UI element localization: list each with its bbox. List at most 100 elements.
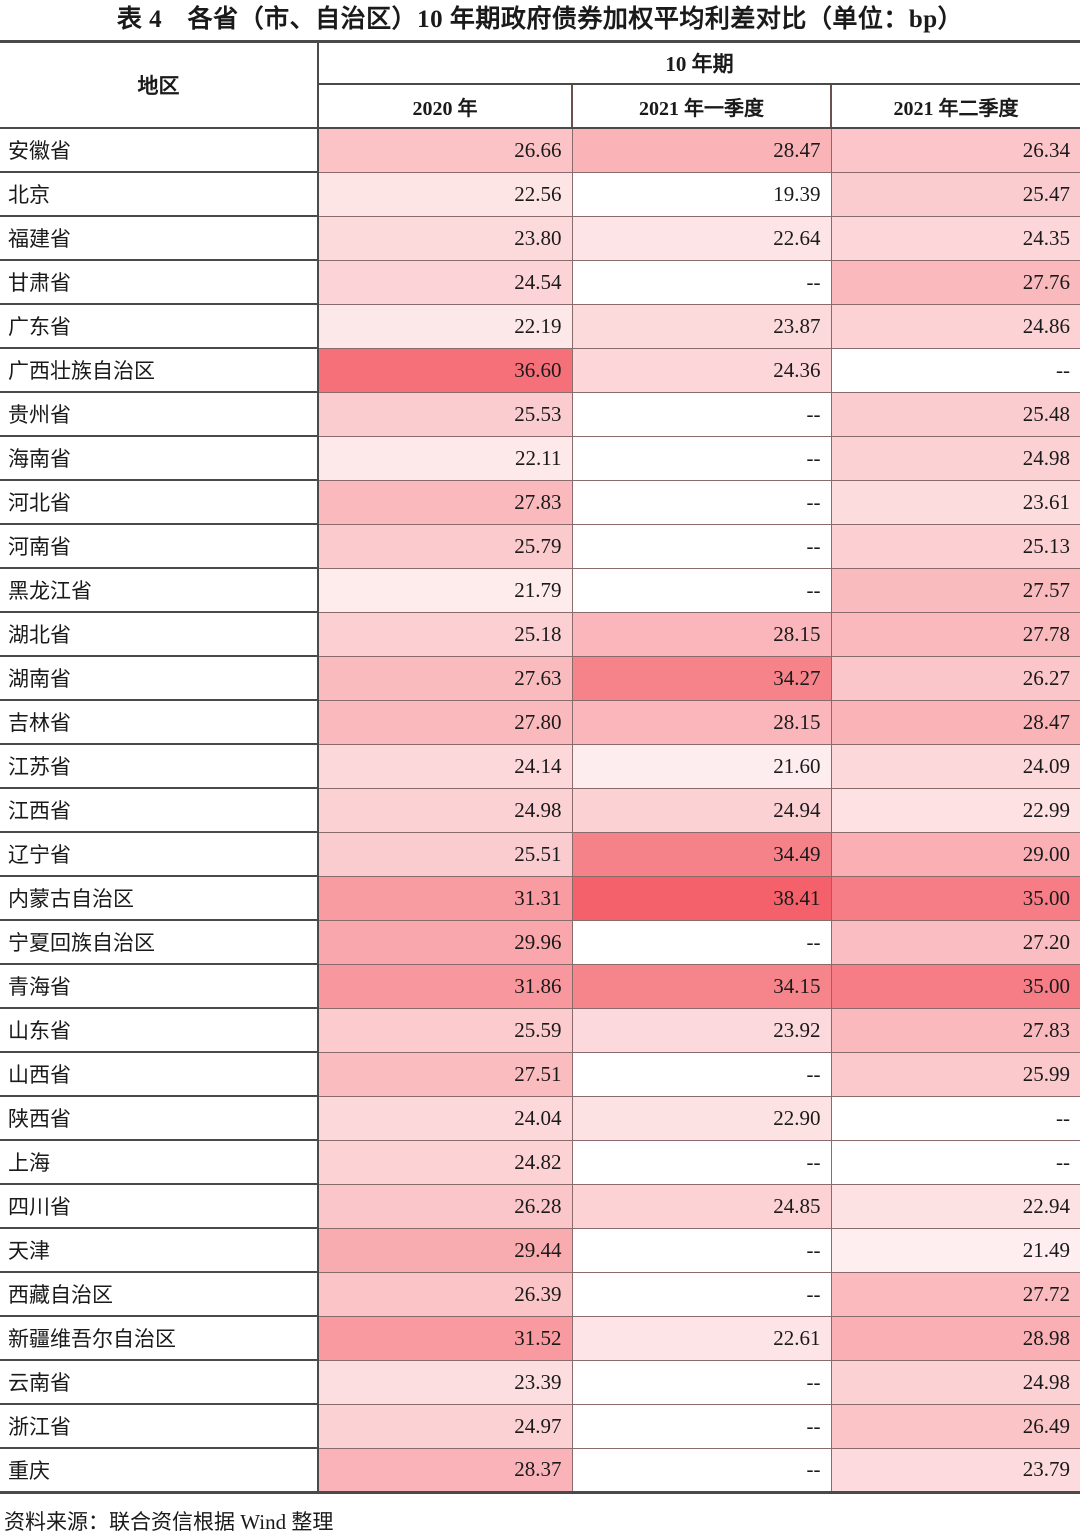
value-cell: 26.39 <box>318 1272 572 1317</box>
value-cell: 28.98 <box>830 1316 1080 1361</box>
value-cell: 29.00 <box>830 832 1080 877</box>
table-row: 海南省 22.11 -- 24.98 <box>0 436 1080 481</box>
table-row: 云南省 23.39 -- 24.98 <box>0 1360 1080 1405</box>
value-cell: 26.49 <box>830 1404 1080 1449</box>
value-cell: 27.72 <box>830 1272 1080 1317</box>
region-name-cell: 江西省 <box>0 788 319 833</box>
table-row: 辽宁省 25.51 34.49 29.00 <box>0 832 1080 877</box>
value-cell: 27.78 <box>830 612 1080 657</box>
column-header-group-10y: 10 年期 <box>318 41 1080 85</box>
value-cell: 24.04 <box>318 1096 572 1141</box>
region-name-cell: 宁夏回族自治区 <box>0 920 319 965</box>
value-cell: 25.53 <box>318 392 572 437</box>
value-cell: 34.27 <box>571 656 831 701</box>
region-name-cell: 福建省 <box>0 216 319 261</box>
table-row: 北京 22.56 19.39 25.47 <box>0 172 1080 217</box>
value-cell: 31.86 <box>318 964 572 1009</box>
table-row: 四川省 26.28 24.85 22.94 <box>0 1184 1080 1229</box>
value-cell: 29.44 <box>318 1228 572 1273</box>
value-cell: 24.09 <box>830 744 1080 789</box>
value-cell: 28.15 <box>571 612 831 657</box>
table-row: 甘肃省 24.54 -- 27.76 <box>0 260 1080 305</box>
value-cell: 24.98 <box>830 1360 1080 1405</box>
value-cell: 26.27 <box>830 656 1080 701</box>
value-cell: 27.83 <box>318 480 572 525</box>
value-cell: 31.31 <box>318 876 572 921</box>
table-row: 吉林省 27.80 28.15 28.47 <box>0 700 1080 745</box>
region-name-cell: 安徽省 <box>0 128 319 173</box>
value-cell: 22.11 <box>318 436 572 481</box>
region-name-cell: 上海 <box>0 1140 319 1185</box>
value-cell: 26.34 <box>830 128 1080 173</box>
value-cell: 21.60 <box>571 744 831 789</box>
value-cell: 22.90 <box>571 1096 831 1141</box>
value-cell: 26.28 <box>318 1184 572 1229</box>
table-row: 江西省 24.98 24.94 22.99 <box>0 788 1080 833</box>
value-cell: 24.35 <box>830 216 1080 261</box>
value-cell: 22.56 <box>318 172 572 217</box>
value-cell: -- <box>830 348 1080 393</box>
table-row: 贵州省 25.53 -- 25.48 <box>0 392 1080 437</box>
value-cell: 25.18 <box>318 612 572 657</box>
value-cell: -- <box>571 568 831 613</box>
value-cell: 28.15 <box>571 700 831 745</box>
value-cell: 25.48 <box>830 392 1080 437</box>
table-row: 福建省 23.80 22.64 24.35 <box>0 216 1080 261</box>
value-cell: 34.15 <box>571 964 831 1009</box>
value-cell: 23.61 <box>830 480 1080 525</box>
value-cell: 24.14 <box>318 744 572 789</box>
table-row: 浙江省 24.97 -- 26.49 <box>0 1404 1080 1449</box>
value-cell: 22.94 <box>830 1184 1080 1229</box>
region-name-cell: 贵州省 <box>0 392 319 437</box>
column-header-region: 地区 <box>0 41 319 129</box>
value-cell: -- <box>571 1404 831 1449</box>
table-row: 广西壮族自治区 36.60 24.36 -- <box>0 348 1080 393</box>
region-name-cell: 河北省 <box>0 480 319 525</box>
value-cell: 28.47 <box>571 128 831 173</box>
column-header-2021q2: 2021 年二季度 <box>829 84 1080 129</box>
value-cell: 25.47 <box>830 172 1080 217</box>
value-cell: 24.54 <box>318 260 572 305</box>
value-cell: 34.49 <box>571 832 831 877</box>
value-cell: 24.94 <box>571 788 831 833</box>
region-name-cell: 云南省 <box>0 1360 319 1405</box>
value-cell: 25.79 <box>318 524 572 569</box>
value-cell: -- <box>571 524 831 569</box>
region-name-cell: 浙江省 <box>0 1404 319 1449</box>
value-cell: -- <box>571 480 831 525</box>
value-cell: 31.52 <box>318 1316 572 1361</box>
value-cell: 27.80 <box>318 700 572 745</box>
value-cell: 21.79 <box>318 568 572 613</box>
value-cell: 27.51 <box>318 1052 572 1097</box>
value-cell: 35.00 <box>830 964 1080 1009</box>
table-row: 山西省 27.51 -- 25.99 <box>0 1052 1080 1097</box>
value-cell: 25.99 <box>830 1052 1080 1097</box>
value-cell: -- <box>571 392 831 437</box>
value-cell: -- <box>571 1140 831 1185</box>
value-cell: 24.36 <box>571 348 831 393</box>
value-cell: 21.49 <box>830 1228 1080 1273</box>
region-name-cell: 海南省 <box>0 436 319 481</box>
region-name-cell: 陕西省 <box>0 1096 319 1141</box>
value-cell: 28.37 <box>318 1448 572 1492</box>
region-name-cell: 北京 <box>0 172 319 217</box>
value-cell: -- <box>571 1228 831 1273</box>
table-row: 湖南省 27.63 34.27 26.27 <box>0 656 1080 701</box>
column-header-2020: 2020 年 <box>318 84 572 129</box>
region-name-cell: 青海省 <box>0 964 319 1009</box>
table-row: 黑龙江省 21.79 -- 27.57 <box>0 568 1080 613</box>
table-row: 湖北省 25.18 28.15 27.78 <box>0 612 1080 657</box>
value-cell: 24.98 <box>830 436 1080 481</box>
region-name-cell: 内蒙古自治区 <box>0 876 319 921</box>
region-name-cell: 广西壮族自治区 <box>0 348 319 393</box>
value-cell: -- <box>571 1360 831 1405</box>
value-cell: 25.13 <box>830 524 1080 569</box>
table-row: 上海 24.82 -- -- <box>0 1140 1080 1185</box>
value-cell: -- <box>571 1448 831 1492</box>
table-row: 西藏自治区 26.39 -- 27.72 <box>0 1272 1080 1317</box>
value-cell: 38.41 <box>571 876 831 921</box>
table-row: 河北省 27.83 -- 23.61 <box>0 480 1080 525</box>
value-cell: 22.99 <box>830 788 1080 833</box>
table-body: 安徽省 26.66 28.47 26.34 北京 22.56 19.39 25.47 福建省 23… <box>0 128 1080 1492</box>
